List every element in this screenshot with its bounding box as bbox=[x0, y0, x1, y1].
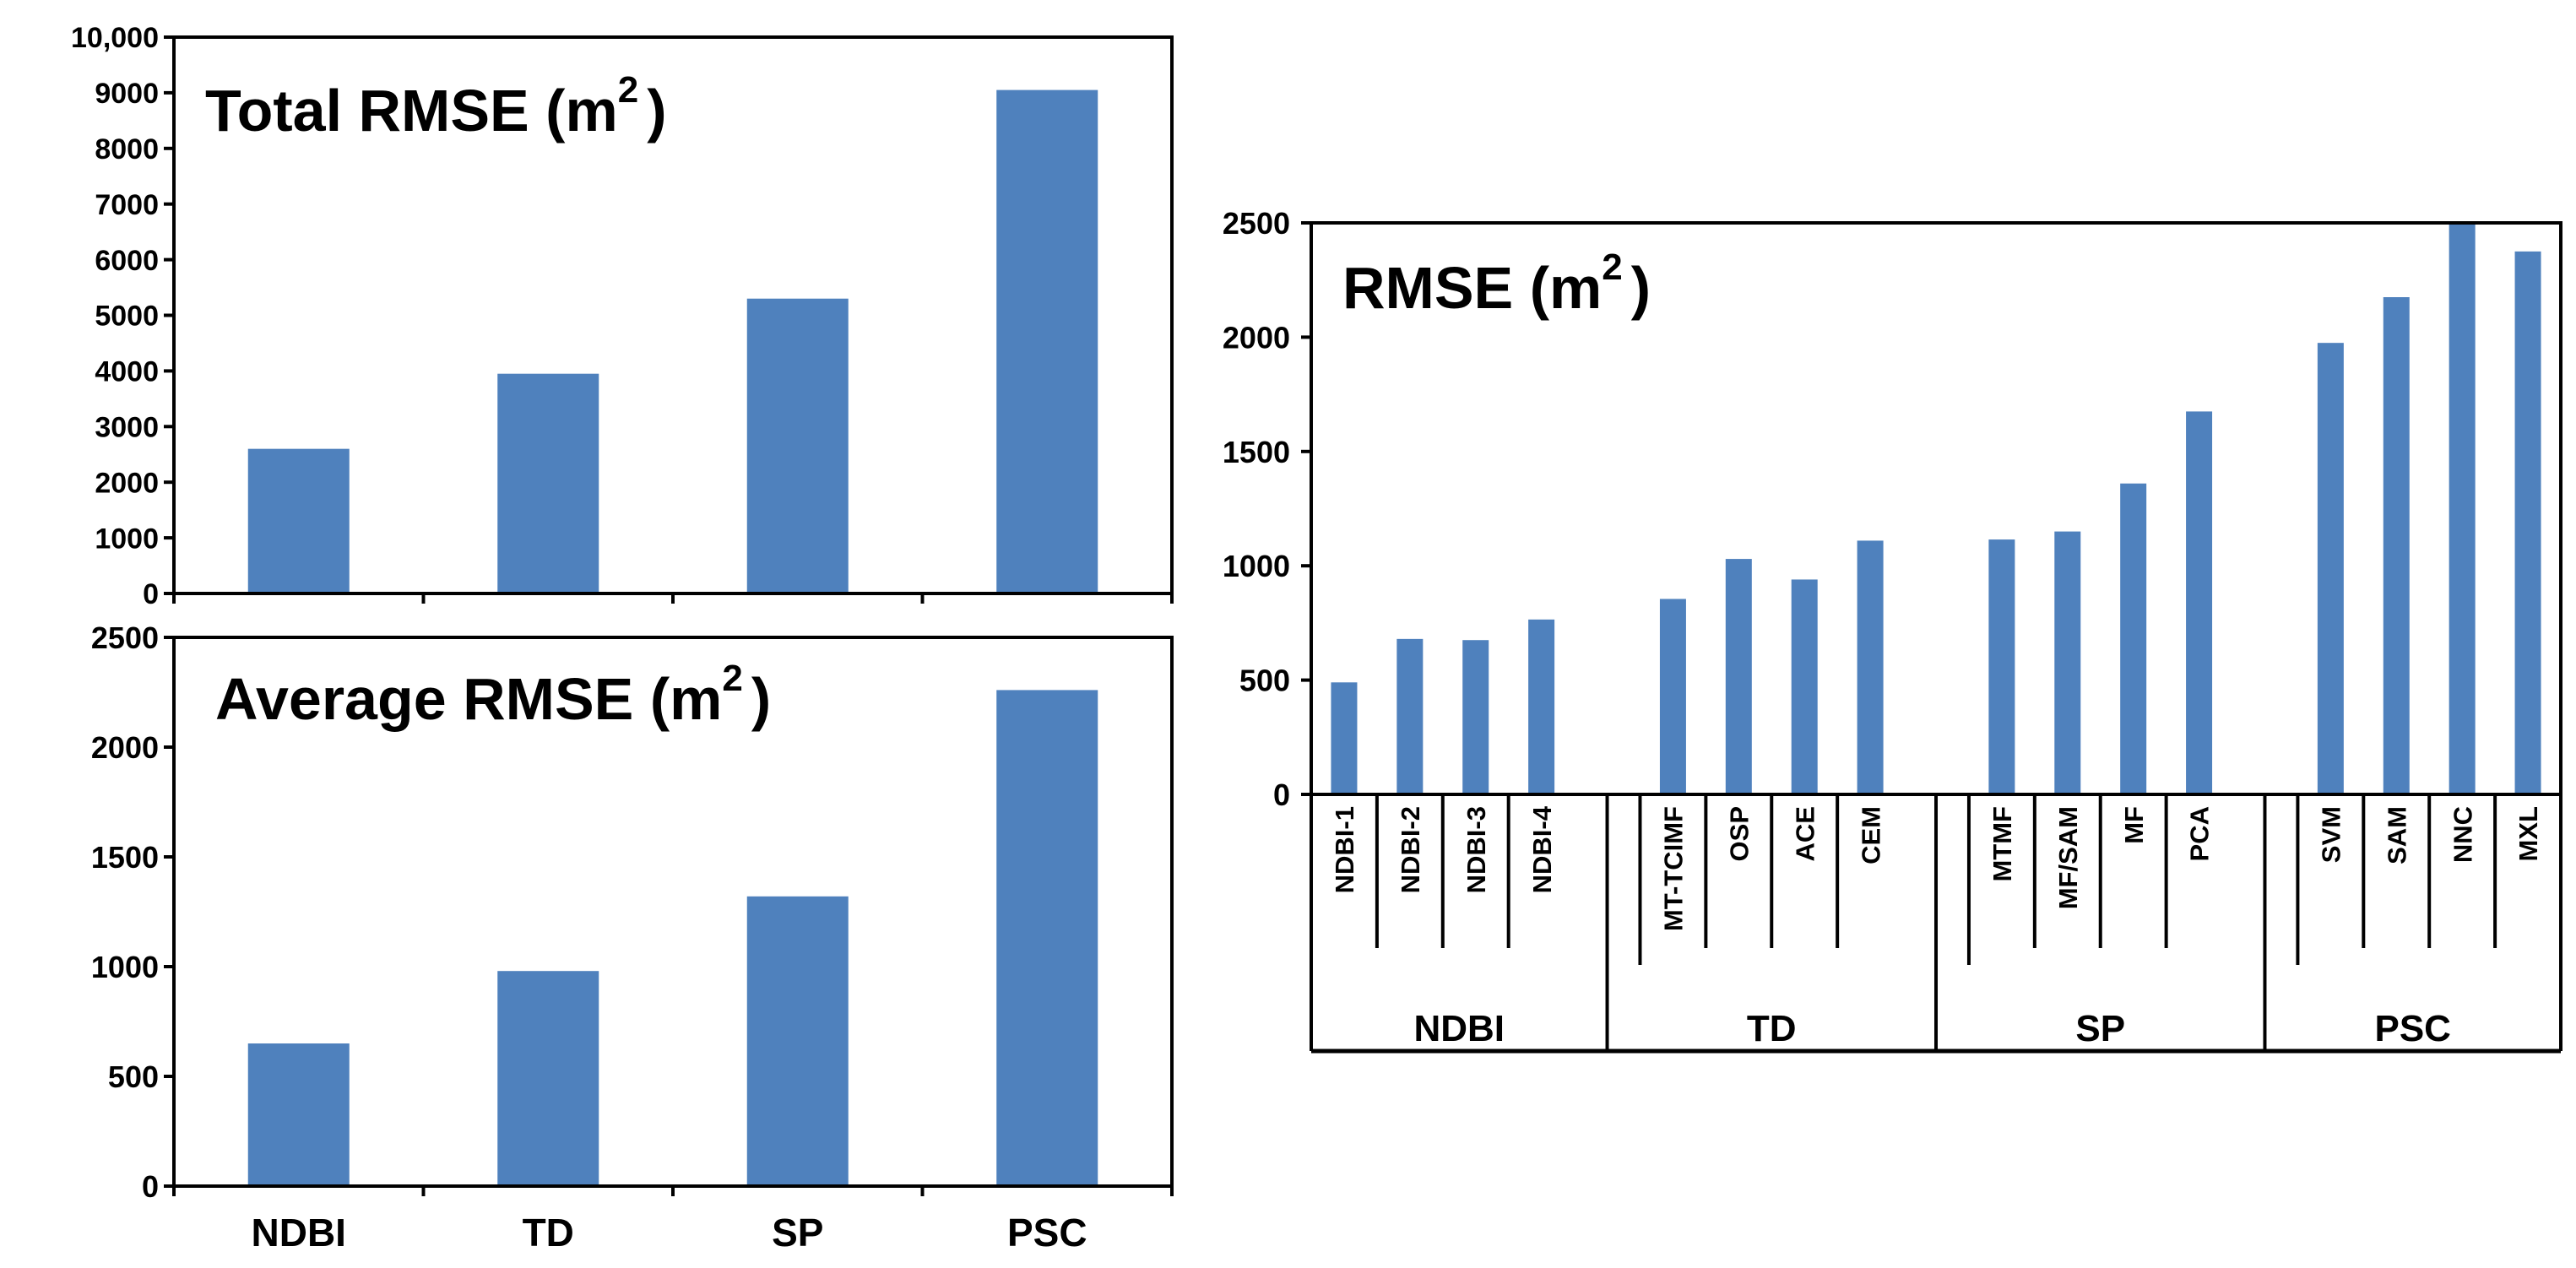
total-bar-ndbi bbox=[247, 448, 350, 593]
average-ytick-label: 1500 bbox=[91, 840, 159, 875]
method-label: MTMF bbox=[1988, 806, 2017, 882]
method-label: NDBI-4 bbox=[1527, 805, 1557, 893]
method-label: NDBI-3 bbox=[1462, 806, 1491, 893]
average-category-label: PSC bbox=[1007, 1211, 1087, 1254]
method-label: OSP bbox=[1724, 806, 1754, 861]
method-label: CEM bbox=[1856, 806, 1885, 864]
average-ytick-label: 1000 bbox=[91, 950, 159, 984]
total-bar-sp bbox=[746, 298, 849, 593]
average-rmse-chart: 0 500 1000 1500 2000 2500 NDBI TD SP PSC Average… bbox=[91, 620, 1174, 1254]
group-label: PSC bbox=[2374, 1008, 2450, 1049]
average-bar-td bbox=[497, 971, 599, 1186]
group-label: NDBI bbox=[1413, 1008, 1505, 1049]
detail-bar-ndbi-3 bbox=[1462, 640, 1489, 794]
detail-bar-pca bbox=[2186, 411, 2213, 794]
average-ytick-label: 500 bbox=[108, 1059, 159, 1094]
method-label: MF bbox=[2119, 806, 2149, 844]
detail-bar-sam bbox=[2383, 297, 2410, 794]
total-ytick-label: 7000 bbox=[95, 189, 159, 221]
average-category-label: SP bbox=[772, 1211, 823, 1254]
total-ytick-label: 2000 bbox=[95, 467, 159, 499]
detail-bar-ace bbox=[1791, 579, 1818, 794]
method-label: MF/SAM bbox=[2053, 806, 2083, 909]
average-ytick-label: 0 bbox=[142, 1169, 159, 1204]
average-ytick-label: 2500 bbox=[91, 620, 159, 655]
method-label: NDBI-2 bbox=[1396, 806, 1425, 893]
average-chart-title: Average RMSE (m2) bbox=[215, 658, 771, 732]
total-rmse-chart: 0 1000 2000 3000 4000 5000 6000 7000 8000 9000 10,… bbox=[71, 22, 1174, 610]
group-label: SP bbox=[2075, 1008, 2125, 1049]
average-bar-sp bbox=[746, 896, 849, 1186]
total-ytick-label: 10,000 bbox=[71, 22, 159, 54]
total-ytick-label: 3000 bbox=[95, 412, 159, 444]
detail-bar-mxl bbox=[2514, 251, 2541, 795]
detail-ytick-label: 1000 bbox=[1223, 549, 1290, 583]
detail-chart-title: RMSE (m2) bbox=[1342, 247, 1651, 321]
total-ytick-label: 0 bbox=[143, 578, 159, 610]
total-ytick-label: 5000 bbox=[95, 301, 159, 333]
detail-bar-mt-tcimf bbox=[1659, 599, 1686, 794]
total-bar-td bbox=[497, 373, 599, 593]
method-label: NNC bbox=[2448, 806, 2477, 863]
average-category-label: NDBI bbox=[252, 1211, 346, 1254]
detail-bar-ndbi-1 bbox=[1331, 682, 1358, 794]
detail-ytick-label: 2500 bbox=[1223, 206, 1290, 241]
total-ytick-label: 4000 bbox=[95, 356, 159, 388]
detail-bar-ndbi-4 bbox=[1528, 619, 1555, 794]
detail-ytick-label: 2000 bbox=[1223, 320, 1290, 355]
method-label: MT-TCIMF bbox=[1659, 806, 1689, 931]
total-ytick-label: 9000 bbox=[95, 78, 159, 110]
method-label: PCA bbox=[2185, 806, 2215, 861]
total-chart-title: Total RMSE (m2) bbox=[205, 69, 667, 144]
method-label: SAM bbox=[2382, 806, 2411, 864]
average-bar-ndbi bbox=[247, 1043, 350, 1186]
method-label: MXL bbox=[2514, 806, 2543, 861]
group-label: TD bbox=[1747, 1008, 1797, 1049]
detail-ytick-label: 1500 bbox=[1223, 435, 1290, 469]
method-label: SVM bbox=[2317, 806, 2346, 863]
total-bar-psc bbox=[996, 89, 1098, 594]
average-bar-psc bbox=[996, 690, 1098, 1186]
detail-bar-ndbi-2 bbox=[1396, 638, 1424, 794]
method-label: ACE bbox=[1790, 806, 1819, 861]
detail-bar-mf bbox=[2120, 483, 2147, 794]
method-label: NDBI-1 bbox=[1330, 806, 1359, 893]
average-category-label: TD bbox=[523, 1211, 574, 1254]
detail-ytick-label: 0 bbox=[1273, 778, 1290, 812]
detail-bar-nnc bbox=[2449, 223, 2476, 794]
detail-bar-mf-sam bbox=[2054, 531, 2081, 794]
detail-bar-svm bbox=[2317, 343, 2344, 794]
total-ytick-label: 6000 bbox=[95, 245, 159, 277]
rmse-by-method-chart: 0 500 1000 1500 2000 2500 NDBI-1 NDBI-2 NDBI-3 N… bbox=[1223, 206, 2562, 1054]
average-ytick-label: 2000 bbox=[91, 730, 159, 765]
total-ytick-label: 1000 bbox=[95, 523, 159, 555]
detail-ytick-label: 500 bbox=[1239, 664, 1290, 698]
detail-bar-cem bbox=[1857, 540, 1884, 794]
detail-bar-mtmf bbox=[1988, 539, 2015, 794]
detail-bar-osp bbox=[1725, 559, 1752, 794]
total-ytick-label: 8000 bbox=[95, 133, 159, 165]
